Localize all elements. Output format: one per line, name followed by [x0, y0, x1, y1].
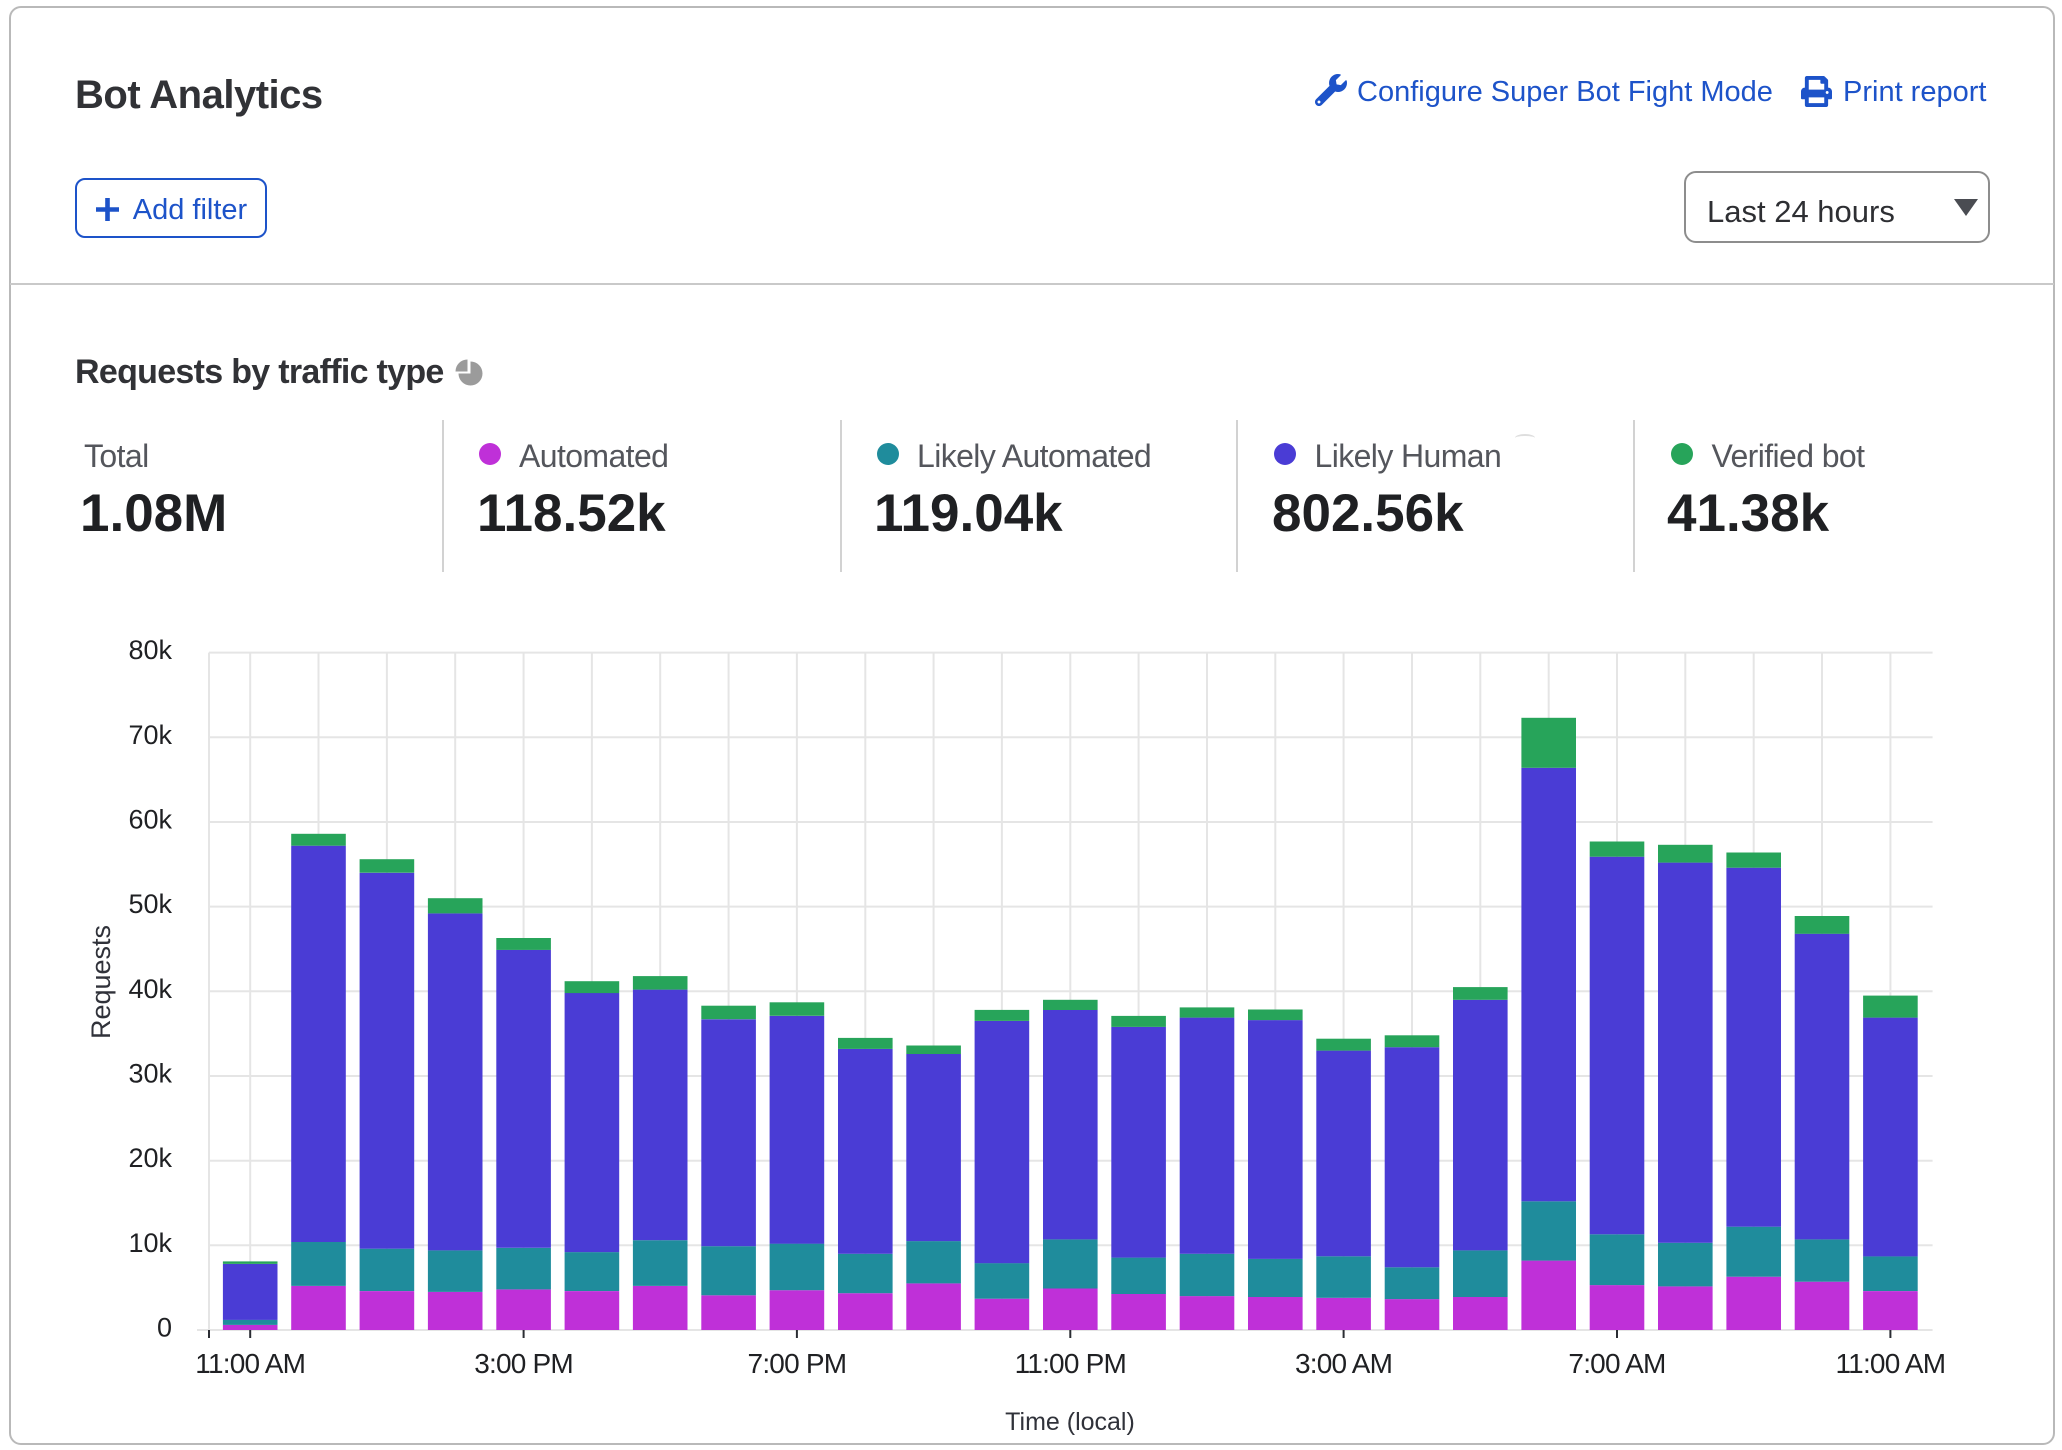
svg-text:7:00 PM: 7:00 PM [748, 1348, 847, 1379]
svg-text:3:00 PM: 3:00 PM [474, 1348, 573, 1379]
svg-text:11:00 PM: 11:00 PM [1015, 1348, 1126, 1379]
svg-text:0: 0 [157, 1313, 172, 1343]
svg-text:7:00 AM: 7:00 AM [1568, 1348, 1665, 1379]
svg-text:80k: 80k [128, 635, 172, 665]
svg-text:3:00 AM: 3:00 AM [1295, 1348, 1392, 1379]
svg-text:60k: 60k [128, 805, 172, 835]
svg-text:50k: 50k [128, 889, 172, 919]
svg-text:40k: 40k [128, 974, 172, 1004]
svg-text:11:00 AM: 11:00 AM [1835, 1348, 1945, 1379]
svg-text:20k: 20k [128, 1143, 172, 1173]
svg-text:11:00 AM: 11:00 AM [195, 1348, 305, 1379]
svg-text:10k: 10k [128, 1228, 172, 1258]
svg-text:70k: 70k [128, 720, 172, 750]
svg-text:Time (local): Time (local) [1005, 1408, 1135, 1436]
svg-text:Requests: Requests [86, 925, 116, 1039]
svg-text:30k: 30k [128, 1059, 172, 1089]
